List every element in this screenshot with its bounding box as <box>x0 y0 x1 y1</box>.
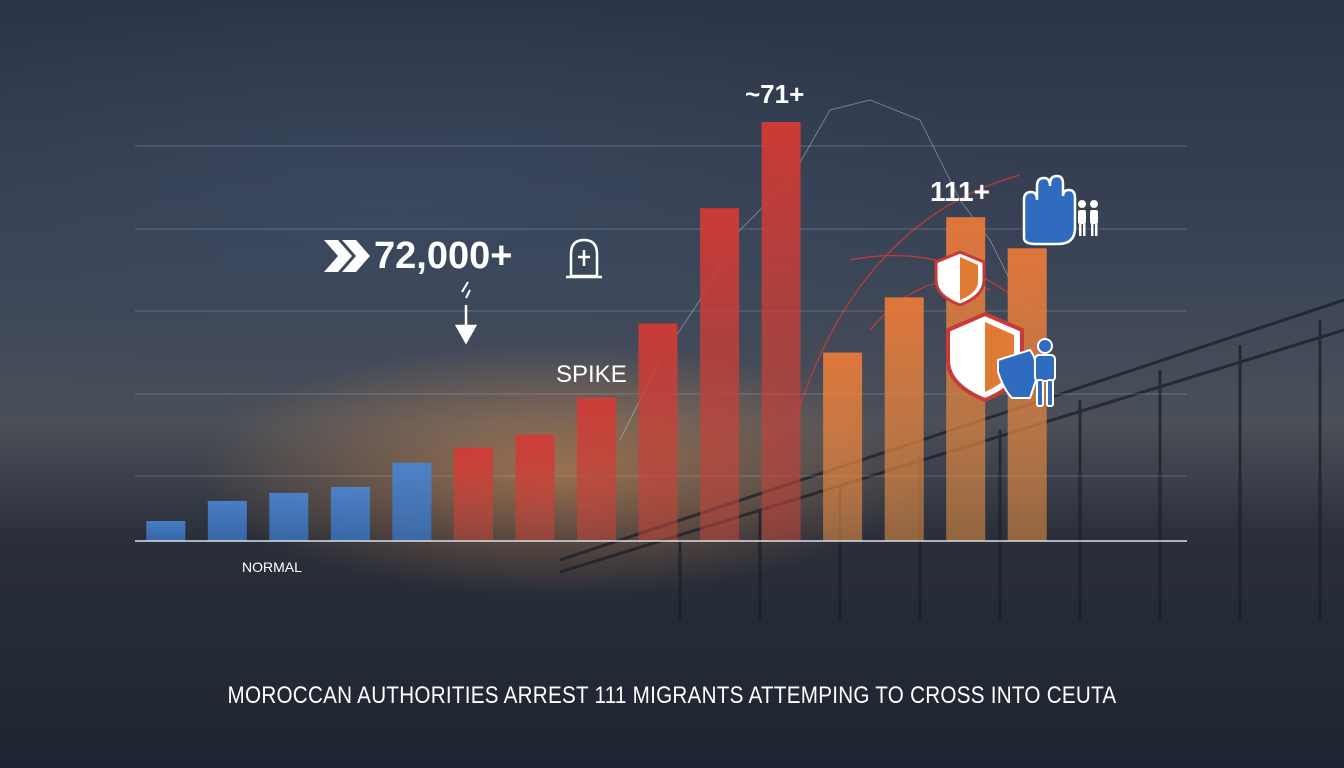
bar <box>577 397 616 541</box>
normal-label: NORMAL <box>242 559 302 575</box>
bar <box>823 352 863 541</box>
bar <box>146 521 186 541</box>
person-icon <box>1034 338 1056 407</box>
bar <box>700 208 740 541</box>
bar <box>330 486 370 541</box>
bar <box>761 122 801 541</box>
bar <box>515 434 555 541</box>
spike-label: SPIKE <box>556 361 627 388</box>
double-chevron-icon <box>324 240 370 272</box>
tombstone-icon <box>566 238 602 279</box>
bar <box>453 447 493 541</box>
top-value-label: ~71+ <box>745 79 804 109</box>
map-outline <box>619 99 1011 441</box>
bar <box>638 323 678 541</box>
chart-title: MOROCCAN AUTHORITIES ARREST 111 MIGRANTS… <box>227 682 1117 709</box>
bar <box>392 462 432 541</box>
bar <box>884 297 924 541</box>
bars <box>146 122 1047 542</box>
big-number-label: 72,000+ <box>374 235 512 277</box>
count-label: 111+ <box>930 176 990 207</box>
shield-icon <box>934 250 986 307</box>
people-icon <box>1078 200 1098 236</box>
down-arrow-icon <box>454 281 478 345</box>
bar <box>269 492 309 541</box>
raised-hand-icon <box>1022 174 1077 246</box>
bar <box>207 500 247 541</box>
raised-hand-icon <box>997 348 1038 399</box>
